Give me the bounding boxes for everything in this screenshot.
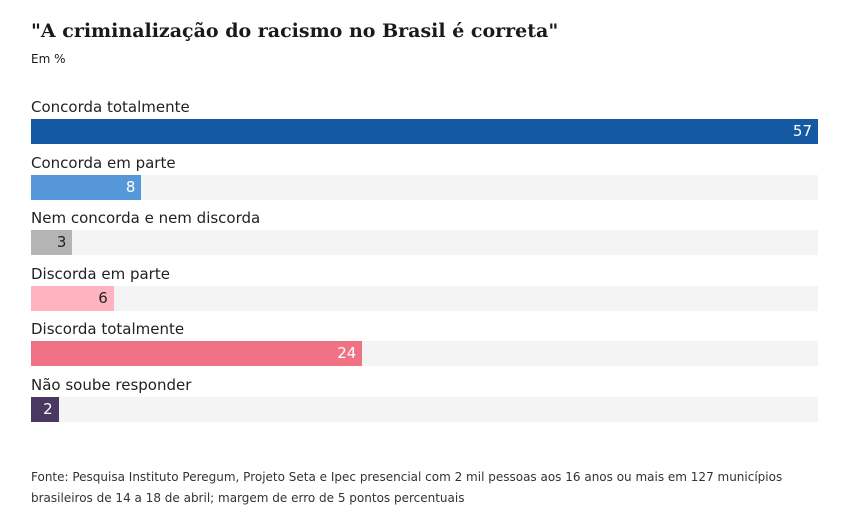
category-label: Concorda em parte [31,153,176,172]
bar: 3 [31,230,73,255]
chart-subtitle: Em % [31,52,66,66]
category-label: Discorda em parte [31,264,170,283]
bar-track: 8 [31,174,818,200]
bar-track: 57 [31,119,818,144]
category-label: Concorda totalmente [31,98,190,116]
data-label: 6 [98,288,108,307]
source-note: Fonte: Pesquisa Instituto Peregum, Proje… [31,470,783,505]
bar-track: 3 [31,230,818,255]
bar-chart: Concorda totalmente 57 Concorda em parte 8 N… [31,98,818,422]
category-label: Nem concorda e nem discorda [31,209,261,227]
data-label: 24 [337,344,357,362]
category-label: Discorda totalmente [31,320,185,338]
bar: 57 [31,119,818,144]
chart-title: "A criminalização do racismo no Brasil é… [31,20,559,42]
bar: 8 [31,174,142,200]
bar: 24 [31,341,363,366]
category-label: Não soube responder [31,375,192,394]
data-label: 3 [56,233,67,251]
data-label: 2 [43,399,53,418]
bar-track: 2 [31,396,818,422]
data-label: 57 [792,122,812,140]
bar-track: 6 [31,285,818,311]
bar: 6 [31,285,114,311]
bar: 2 [31,396,59,422]
bar-track: 24 [31,341,818,366]
data-label: 8 [125,177,136,196]
